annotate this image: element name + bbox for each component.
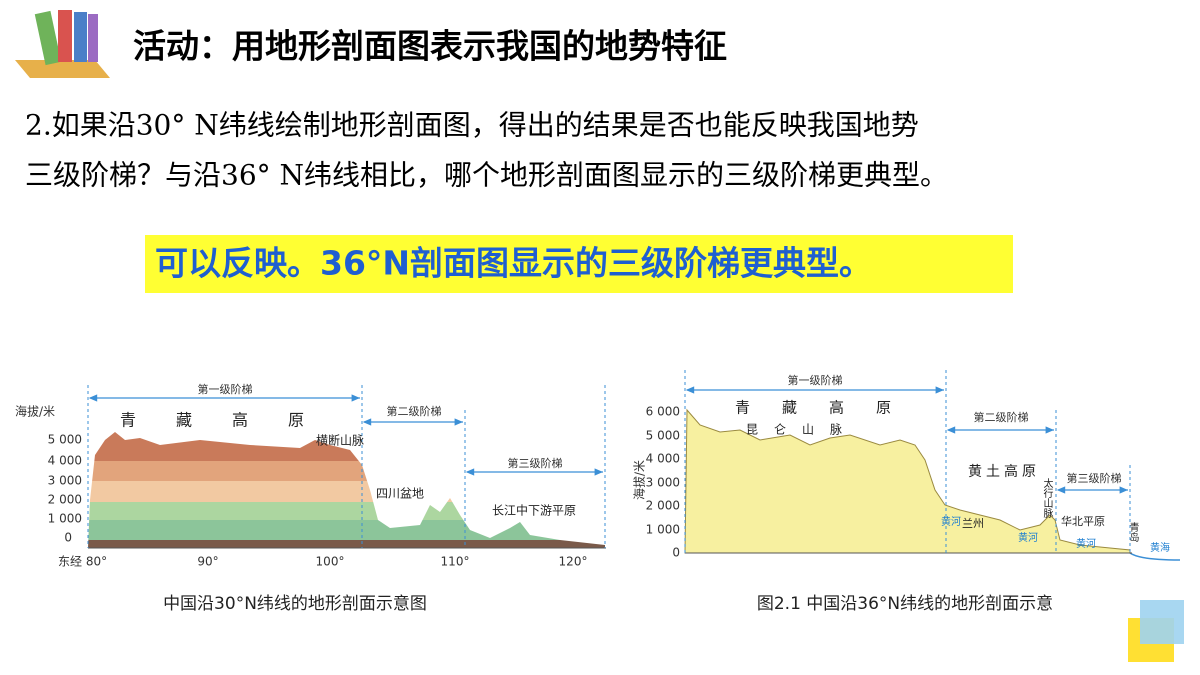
y-tick-label: 5 000 bbox=[48, 433, 82, 447]
y-tick-label: 1 000 bbox=[48, 512, 82, 526]
y-tick-label: 2 000 bbox=[48, 493, 82, 507]
y-tick-label: 1 000 bbox=[646, 523, 680, 537]
y-tick-label: 5 000 bbox=[646, 429, 680, 443]
x-tick-label: 100° bbox=[316, 555, 345, 569]
y-axis-label: 海拔/米 bbox=[632, 460, 647, 500]
place-label: 黄土高原 bbox=[968, 463, 1040, 480]
y-tick-label: 3 000 bbox=[48, 474, 82, 488]
place-label: 黄河 bbox=[1076, 537, 1096, 550]
y-tick-label: 0 bbox=[672, 546, 680, 560]
y-tick-label: 4 000 bbox=[48, 454, 82, 468]
caption: 图2.1 中国沿36°N纬线的地形剖面示意 bbox=[757, 594, 1053, 614]
x-tick-label: 90° bbox=[197, 555, 218, 569]
place-label: 青藏高原 bbox=[735, 399, 923, 417]
x-tick-label: 东经 80° bbox=[58, 555, 107, 569]
step-label: 第三级阶梯 bbox=[1067, 471, 1122, 485]
place-label: 太行山脉 bbox=[1041, 477, 1053, 518]
step-label: 第二级阶梯 bbox=[974, 410, 1029, 424]
place-label: 黄河 bbox=[941, 515, 961, 528]
place-label: 黄海 bbox=[1150, 541, 1170, 554]
place-label: 黄河 bbox=[1018, 531, 1038, 544]
step-label: 第二级阶梯 bbox=[387, 404, 442, 418]
step-label: 第一级阶梯 bbox=[198, 382, 253, 396]
decor-square bbox=[1140, 600, 1184, 644]
place-label: 华北平原 bbox=[1061, 514, 1105, 528]
step-label: 第三级阶梯 bbox=[508, 456, 563, 470]
slide-title: 活动：用地形剖面图表示我国的地势特征 bbox=[133, 27, 727, 66]
place-label: 横断山脉 bbox=[316, 433, 364, 448]
y-tick-label: 2 000 bbox=[646, 499, 680, 513]
profile-36n bbox=[684, 370, 1181, 561]
place-label: 昆仑山脉 bbox=[746, 422, 858, 437]
y-axis-label: 海拔/米 bbox=[15, 404, 55, 419]
x-tick-label: 120° bbox=[559, 555, 588, 569]
y-tick-label: 6 000 bbox=[646, 405, 680, 419]
question-line: 三级阶梯？与沿36° N纬线相比，哪个地形剖面图显示的三级阶梯更典型。 bbox=[25, 159, 948, 192]
place-label: 长江中下游平原 bbox=[492, 503, 576, 518]
y-tick-label: 3 000 bbox=[646, 476, 680, 490]
highlight bbox=[145, 235, 1013, 293]
question-line: 2.如果沿30° N纬线绘制地形剖面图，得出的结果是否也能反映我国地势 bbox=[25, 109, 919, 142]
book-icon bbox=[15, 10, 110, 78]
place-label: 青藏高原 bbox=[120, 411, 344, 430]
y-tick-label: 4 000 bbox=[646, 452, 680, 466]
caption: 中国沿30°N纬线的地形剖面示意图 bbox=[163, 594, 427, 614]
x-tick-label: 110° bbox=[441, 555, 470, 569]
place-label: 青岛 bbox=[1127, 521, 1139, 543]
step-label: 第一级阶梯 bbox=[788, 373, 843, 387]
y-tick-label: 0 bbox=[64, 531, 72, 545]
answer: 可以反映。36°N剖面图显示的三级阶梯更典型。 bbox=[155, 244, 872, 283]
place-label: 四川盆地 bbox=[376, 487, 424, 501]
place-label: 兰州 bbox=[962, 517, 984, 530]
